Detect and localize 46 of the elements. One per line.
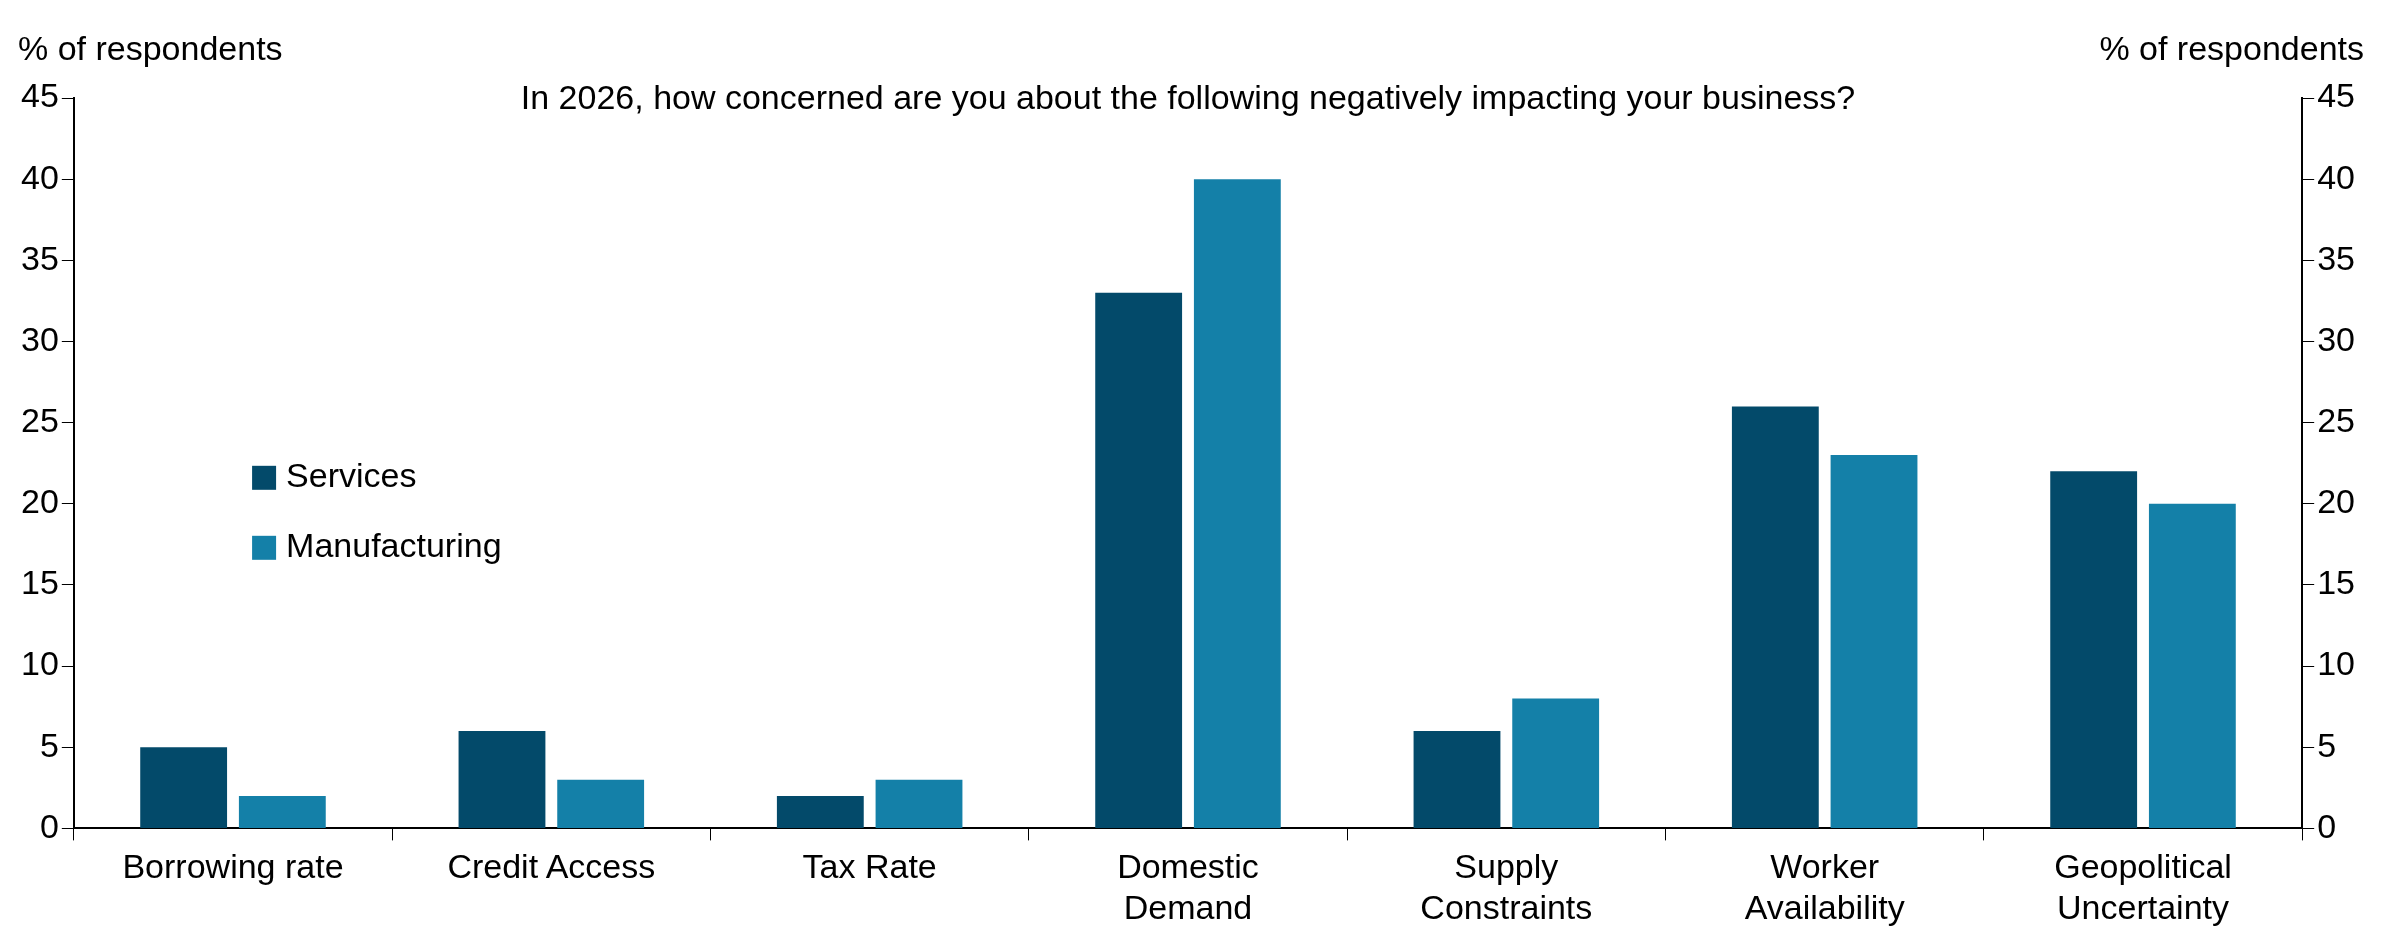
bar xyxy=(1830,455,1918,828)
bar xyxy=(875,779,963,828)
bar xyxy=(2050,471,2138,828)
legend-label: Manufacturing xyxy=(286,526,502,565)
bar xyxy=(458,731,546,828)
y-tick-label: 15 xyxy=(20,563,59,602)
x-tick-label: Credit Access xyxy=(447,847,656,886)
y2-tick-label: 45 xyxy=(2317,76,2356,115)
y2-tick-label: 35 xyxy=(2317,238,2356,277)
bar xyxy=(140,747,228,828)
y-tick-label: 25 xyxy=(20,401,59,439)
bar xyxy=(1512,698,1600,828)
y2-tick-label: 10 xyxy=(2317,644,2356,683)
y-tick-label: 20 xyxy=(20,482,59,521)
y-axis-title: % of respondents xyxy=(18,29,283,68)
y-tick-label: 40 xyxy=(20,157,59,196)
x-tick-label: Borrowing rate xyxy=(122,847,344,886)
y2-axis-title: % of respondents xyxy=(2099,29,2364,68)
bar xyxy=(1193,179,1281,828)
y2-tick-label: 20 xyxy=(2317,482,2356,521)
y-tick-label: 35 xyxy=(20,238,59,277)
bar xyxy=(1413,731,1501,828)
legend-label: Services xyxy=(286,456,417,495)
y2-tick-label: 15 xyxy=(2317,563,2356,602)
y2-tick-label: 30 xyxy=(2317,319,2356,358)
x-tick-label: Tax Rate xyxy=(802,847,937,886)
y-tick-label: 5 xyxy=(39,725,59,764)
x-tick-label: Supply Constraints xyxy=(1420,847,1593,926)
y2-tick-label: 5 xyxy=(2317,725,2337,764)
bar xyxy=(1731,406,1819,828)
y2-tick-label: 25 xyxy=(2317,401,2356,439)
y-tick-label: 10 xyxy=(20,644,59,683)
x-tick-label: Domestic Demand xyxy=(1117,847,1259,926)
bar xyxy=(238,795,326,828)
y2-tick-label: 0 xyxy=(2317,806,2337,845)
bar xyxy=(1095,292,1183,828)
y-tick-label: 45 xyxy=(20,76,59,115)
y-tick-label: 0 xyxy=(39,806,59,845)
y-tick-label: 30 xyxy=(20,319,59,358)
bar xyxy=(2148,503,2236,828)
bar xyxy=(557,779,645,828)
x-tick-label: Geopolitical Uncertainty xyxy=(2054,847,2232,926)
x-tick-label: Worker Availability xyxy=(1744,847,1905,926)
y2-tick-label: 40 xyxy=(2317,157,2356,196)
chart-title: In 2026, how concerned are you about the following negatively impacting your business? xyxy=(520,78,1856,117)
bar xyxy=(776,795,864,828)
